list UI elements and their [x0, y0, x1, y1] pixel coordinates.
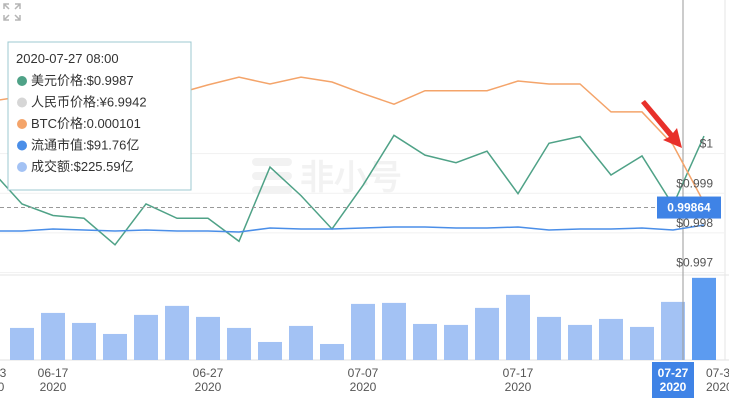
y-tick-label: $0.997 — [676, 256, 713, 270]
x-tick-year: 2020 — [350, 380, 377, 394]
tooltip-dot — [17, 97, 27, 108]
series-line — [0, 224, 705, 233]
x-tick-label: 07-07 — [348, 366, 379, 380]
volume-bar — [413, 323, 437, 360]
volume-bar — [568, 324, 592, 360]
expand-icon[interactable] — [3, 3, 21, 21]
series-line — [0, 134, 705, 246]
x-tick-year: 2020 — [505, 380, 532, 394]
tooltip-row: 成交额:$225.59亿 — [31, 159, 134, 174]
volume-bar — [103, 333, 127, 360]
volume-bar — [134, 314, 158, 360]
x-tick-year: 2020 — [40, 380, 67, 394]
volume-bar — [10, 327, 34, 360]
volume-bar — [537, 316, 561, 360]
tooltip-row: 美元价格:$0.9987 — [31, 73, 134, 88]
volume-bar — [72, 322, 96, 360]
crosshair-label-box — [657, 196, 721, 219]
x-tick-label: 06-27 — [193, 366, 224, 380]
volume-bar — [258, 341, 282, 360]
tooltip-row: BTC价格:0.000101 — [31, 116, 141, 131]
y-tick-label: $1 — [700, 137, 714, 151]
volume-bar — [41, 312, 65, 360]
tooltip-dot — [17, 119, 27, 129]
y-tick-label: $0.998 — [676, 216, 713, 230]
volume-bar — [630, 326, 654, 360]
volume-bar — [165, 305, 189, 360]
volume-bar — [196, 316, 220, 360]
volume-bar — [661, 301, 685, 360]
volume-bar — [692, 277, 716, 360]
x-tick-year: 2020 — [195, 380, 222, 394]
tooltip-title: 2020-07-27 08:00 — [16, 51, 119, 66]
tooltip-row: 人民币价格:¥6.9942 — [31, 95, 147, 110]
tooltip-box — [7, 41, 192, 191]
x-tick-label: 07-27 — [658, 366, 689, 380]
volume-bar — [320, 343, 344, 360]
x-tick-year: 2020 — [706, 380, 729, 394]
volume-bar — [444, 324, 468, 360]
volume-bar — [289, 325, 313, 360]
x-tick-label: 06-13 — [0, 366, 7, 380]
volume-bar — [599, 318, 623, 360]
tooltip: 2020-07-27 08:00 美元价格:$0.9987 人民币价格:¥6.99… — [7, 41, 192, 191]
tooltip-dot — [17, 162, 27, 172]
x-tick-label: 06-17 — [38, 366, 69, 380]
x-tick-year: 2020 — [660, 380, 687, 394]
watermark-text: 非小号 — [300, 159, 402, 197]
crosshair-label: 0.99864 — [667, 201, 711, 215]
volume-bar — [227, 327, 251, 360]
watermark-logo — [252, 158, 292, 166]
tooltip-row: 流通市值:$91.76亿 — [31, 138, 139, 153]
watermark-logo — [252, 172, 292, 180]
tooltip-dot — [17, 140, 27, 151]
watermark: 非小号 — [252, 158, 402, 197]
x-tick-label: 07-17 — [503, 366, 534, 380]
volume-bar — [351, 303, 375, 360]
x-tick-label: 07-31 — [706, 366, 729, 380]
volume-bar — [506, 294, 530, 360]
x-tick-year: 2020 — [0, 380, 5, 394]
volume-bar — [475, 307, 499, 360]
red-arrow — [641, 100, 682, 148]
y-tick-label: $0.999 — [676, 176, 713, 190]
tooltip-dot — [17, 76, 27, 86]
x-label-highlight — [652, 362, 694, 398]
volume-bar — [382, 302, 406, 360]
